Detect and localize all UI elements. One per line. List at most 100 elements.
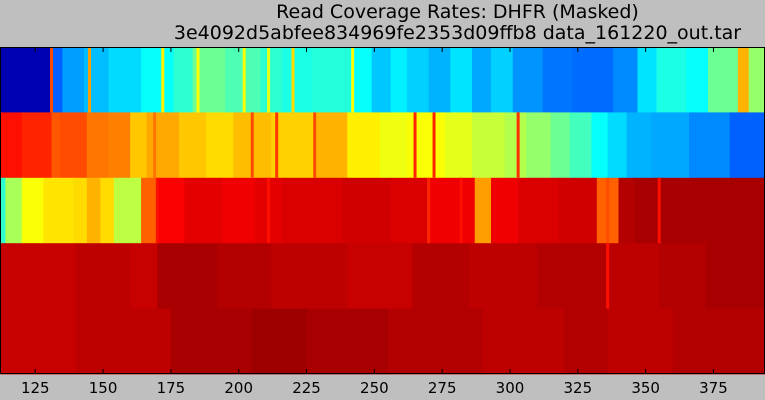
heatmap-highlight-16 [155,177,159,244]
x-tick-label: 325 [563,379,592,397]
heatmap-cell-row1-seg22 [542,47,573,113]
heatmap-cell-row5-seg4 [252,308,308,375]
heatmap-cell-row1-seg27 [686,47,709,113]
heatmap-cell-row1-seg1 [0,47,53,113]
x-tick-label: 225 [292,379,321,397]
heatmap-cell-row5-seg7 [482,308,565,375]
heatmap-cell-row3-seg25 [699,177,765,244]
heatmap-highlight-3 [161,47,165,113]
heatmap-cell-row1-seg25 [637,47,658,113]
heatmap-cell-row1-seg14 [371,47,392,113]
heatmap-cell-row1-seg7 [173,47,194,113]
heatmap-highlight-6 [267,47,271,113]
heatmap-cell-row4-seg13 [705,243,765,309]
heatmap-cell-row4-seg11 [607,243,660,309]
heatmap-cell-row2-seg3 [51,112,61,179]
heatmap-highlight-10 [250,112,254,178]
heatmap-cell-row5-seg10 [672,308,765,375]
heatmap-cell-row3-seg20 [518,177,560,244]
heatmap-cell-row4-seg12 [659,243,706,309]
heatmap-cell-row4-seg9 [469,243,538,309]
heatmap-cell-row3-seg8 [113,177,142,244]
heatmap-cell-row2-seg10 [206,112,234,179]
heatmap-cell-row1-seg17 [428,47,451,113]
heatmap-highlight-21 [657,177,661,244]
heatmap-cell-row3-seg17 [428,177,476,244]
heatmap-cell-row1-seg16 [406,47,430,113]
heatmap-cell-row3-seg3 [21,177,44,244]
heatmap-cell-row2-seg23 [591,112,609,179]
x-tick-label: 175 [157,379,186,397]
heatmap-cell-row5-seg9 [607,308,674,375]
heatmap-cell-row2-seg20 [526,112,552,179]
heatmap-cell-row2-seg12 [271,112,316,179]
heatmap-highlight-8 [351,47,355,113]
heatmap-cell-row2-seg25 [626,112,652,179]
heatmap-cell-row5-seg3 [170,308,253,375]
heatmap-cell-row4-seg1 [0,243,77,309]
heatmap-cell-row5-seg2 [75,308,172,375]
heatmap-cell-row2-seg19 [504,112,527,179]
heatmap-cell-row1-seg13 [349,47,373,113]
heatmap-cell-row4-seg3 [130,243,158,309]
heatmap-cell-row5-seg5 [306,308,389,375]
heatmap-cell-row1-seg11 [282,47,313,113]
heatmap-cell-row5-seg6 [387,308,484,375]
heatmap-cell-row2-seg1 [0,112,23,179]
heatmap-cell-row3-seg18 [474,177,492,244]
heatmap-cell-row1-seg21 [512,47,544,113]
heatmap-cell-row2-seg22 [569,112,592,179]
heatmap-cell-row3-seg6 [86,177,101,244]
heatmap-cell-row4-seg6 [271,243,348,309]
heatmap-cell-row2-seg27 [689,112,731,179]
heatmap-cell-row1-seg24 [613,47,639,113]
heatmap-highlight-15 [516,112,520,178]
x-tick-label: 375 [699,379,728,397]
heatmap-cell-row2-seg9 [179,112,207,179]
chart-title: Read Coverage Rates: DHFR (Masked) [276,1,639,23]
heatmap-cell-row3-seg11 [184,177,224,244]
heatmap-cell-row1-seg19 [472,47,492,113]
heatmap-cell-row3-seg10 [157,177,186,244]
heatmap-highlight-18 [427,177,431,244]
heatmap-cell-row2-seg2 [21,112,53,179]
heatmap-cell-row1-seg3 [62,47,85,113]
heatmap-cell-row2-seg18 [472,112,506,179]
heatmap-cell-row3-seg4 [43,177,74,244]
heatmap-cell-row1-seg6 [141,47,175,113]
heatmap-cell-row2-seg4 [59,112,88,179]
heatmap-highlight-2 [88,47,92,113]
heatmap-cell-row1-seg30 [748,47,765,113]
heatmap-cell-row2-seg26 [651,112,690,179]
heatmap-highlight-22 [606,243,610,309]
heatmap-highlight-9 [153,112,157,178]
heatmap-cell-row3-seg9 [141,177,158,244]
x-tick-label: 300 [496,379,525,397]
heatmap-highlight-12 [313,112,317,178]
heatmap-cell-row4-seg8 [412,243,470,309]
heatmap-cell-row4-seg5 [217,243,272,309]
heatmap-cell-row1-seg20 [491,47,514,113]
heatmap-highlight-5 [242,47,246,113]
heatmap-cell-row2-seg13 [314,112,348,179]
heatmap-highlight-17 [267,177,271,244]
x-tick-label: 275 [428,379,457,397]
heatmap-highlight-14 [432,112,436,178]
heatmap-cell-row2-seg6 [108,112,131,179]
heatmap-cell-row3-seg2 [5,177,23,244]
heatmap-cell-row1-seg2 [51,47,63,113]
heatmap-cell-row1-seg29 [737,47,750,113]
heatmap-cell-row2-seg28 [729,112,765,179]
heatmap-cell-row3-seg21 [558,177,598,244]
heatmap-cell-row5-seg8 [564,308,609,375]
heatmap-cell-row4-seg10 [537,243,609,309]
heatmap-cell-row3-seg5 [73,177,88,244]
x-tick-label: 200 [224,379,253,397]
heatmap-cell-row5-seg1 [0,308,77,375]
heatmap-cell-row4-seg7 [347,243,413,309]
heatmap-cell-row2-seg7 [130,112,148,179]
heatmap-cell-row1-seg23 [572,47,614,113]
x-tick-label: 350 [631,379,660,397]
heatmap-cell-row1-seg5 [108,47,142,113]
